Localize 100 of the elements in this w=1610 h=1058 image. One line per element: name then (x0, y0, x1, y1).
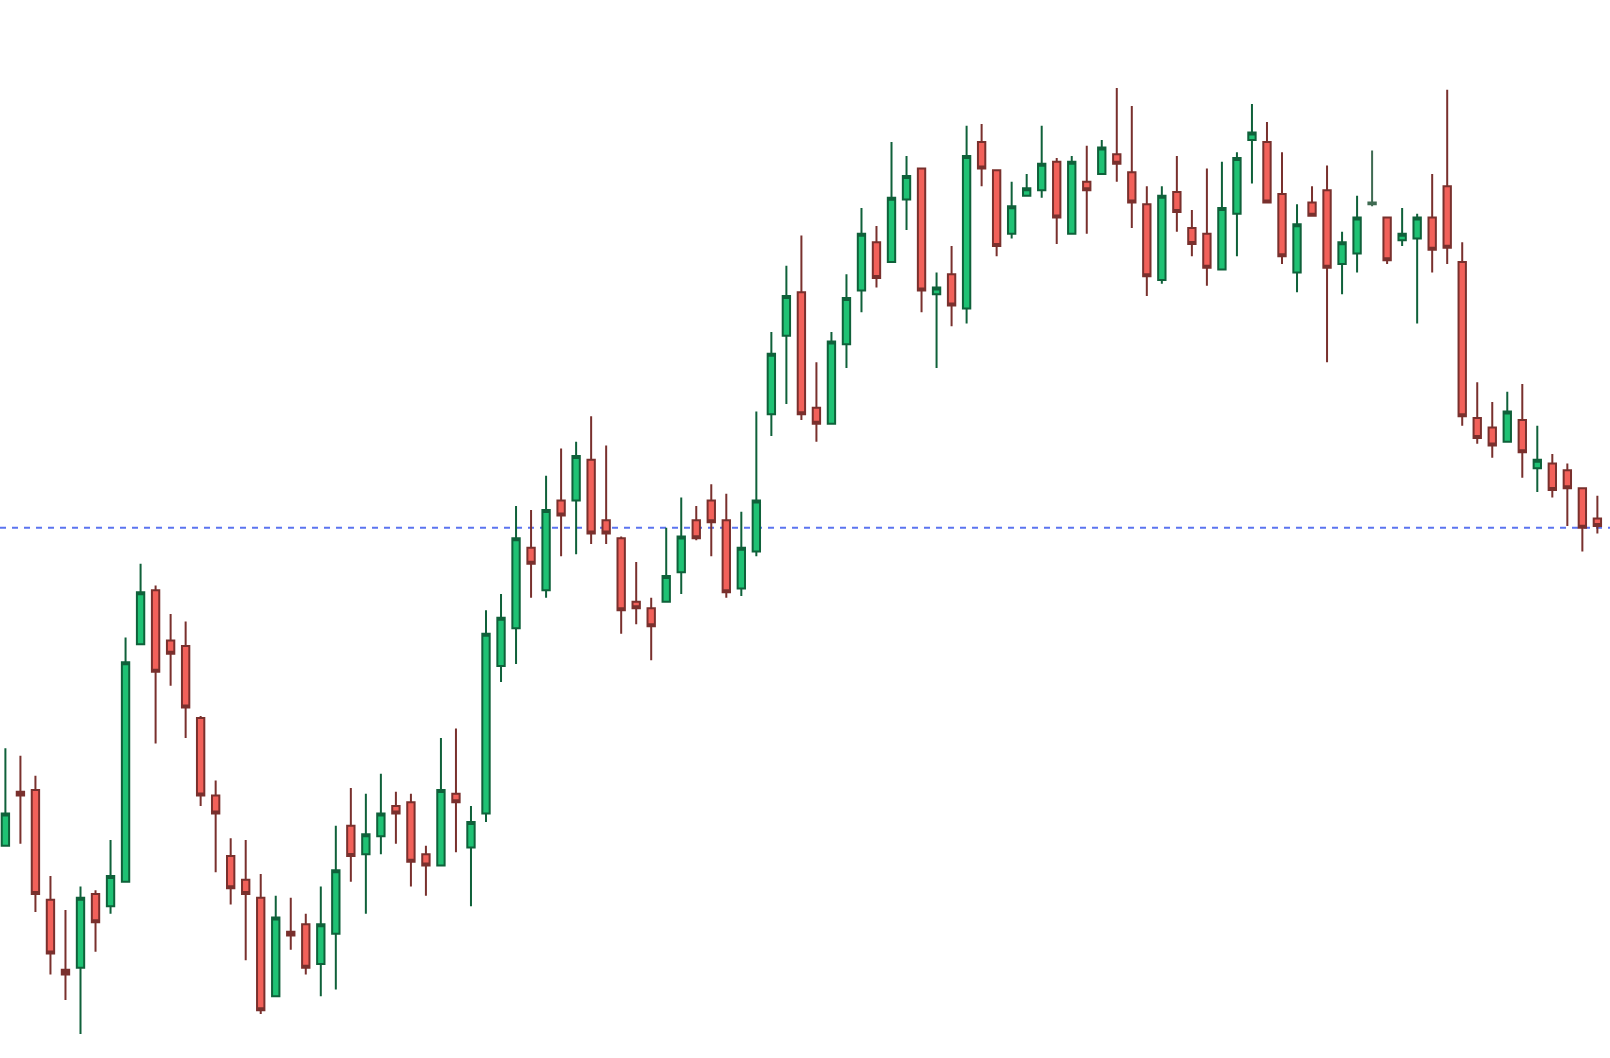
candlestick (871, 225, 882, 289)
candlestick (961, 124, 972, 325)
candlestick (1352, 194, 1362, 274)
candlestick (1592, 494, 1603, 535)
candlestick (150, 584, 161, 745)
candlestick (391, 790, 401, 845)
candlestick (30, 774, 41, 913)
candlestick (601, 444, 611, 545)
candlestick (1382, 216, 1392, 265)
candlestick (1217, 160, 1227, 271)
candlestick (271, 894, 281, 998)
candlestick (1097, 139, 1107, 176)
candlestick (991, 169, 1002, 258)
candlestick (901, 155, 912, 231)
candlestick (1202, 167, 1212, 287)
candlestick (1187, 209, 1197, 258)
candlestick (976, 122, 987, 188)
candlestick (1562, 462, 1573, 527)
candlestick (1037, 124, 1047, 199)
candlestick (1547, 453, 1557, 499)
candlestick (781, 264, 792, 405)
candlestick (1427, 173, 1437, 274)
candlestick (1472, 381, 1482, 445)
candlestick (466, 804, 476, 908)
candlestick (1052, 156, 1062, 246)
candlestick (286, 896, 296, 951)
candlestick (1457, 241, 1467, 427)
candlestick (631, 560, 641, 626)
candlestick (706, 483, 716, 558)
candlestick (75, 885, 86, 1035)
candlestick (1262, 121, 1272, 204)
candlestick (841, 273, 852, 369)
candlestick (0, 747, 11, 847)
candlestick (1082, 144, 1092, 235)
candlestick (496, 593, 506, 684)
candlestick (661, 526, 671, 603)
candlestick (1502, 390, 1512, 443)
candlestick (571, 440, 581, 556)
candlestick (165, 612, 176, 687)
candlestick (120, 636, 131, 883)
candlestick (256, 873, 266, 1016)
candlestick (766, 331, 777, 438)
candlestick (526, 508, 536, 599)
candlestick (616, 535, 626, 635)
candlestick (1367, 149, 1377, 208)
candlestick (1322, 164, 1332, 364)
candlestick (856, 207, 867, 314)
candlestick (1397, 207, 1407, 247)
candlestick (721, 492, 731, 599)
candlestick (931, 271, 942, 369)
candlestick (796, 234, 807, 422)
candlestick (60, 909, 71, 1001)
candlestick (1067, 155, 1077, 235)
candlestick (736, 510, 746, 597)
candlestick (135, 562, 146, 646)
candlestick (751, 410, 762, 558)
candlestick (556, 447, 566, 558)
candlestick (646, 596, 656, 662)
candlestick (1412, 212, 1422, 325)
candlestick (226, 837, 236, 906)
candlestick (481, 609, 491, 824)
candlestick (676, 496, 686, 596)
candlestick (1532, 424, 1542, 493)
candlestick (1487, 401, 1497, 459)
candlestick (15, 754, 26, 845)
candlestick (241, 839, 251, 962)
candlestick (406, 792, 416, 888)
candlestick (376, 772, 386, 856)
candlestick (1232, 151, 1242, 258)
candlestick (361, 792, 371, 915)
candlestick (1142, 185, 1152, 298)
candlestick (1307, 185, 1317, 217)
candlestick (886, 140, 897, 264)
candlestick (90, 889, 101, 953)
candlestick (346, 787, 356, 883)
candlestick (811, 361, 822, 443)
candlestick (1157, 185, 1167, 285)
candlestick (1577, 487, 1588, 553)
candlestick (1022, 173, 1032, 197)
candlestick (541, 474, 551, 599)
candlestick (691, 505, 701, 542)
candlestick (210, 779, 221, 874)
candlestick (301, 912, 311, 976)
candlestick (1277, 151, 1287, 265)
candlestick (1006, 180, 1017, 240)
candlestick (1517, 383, 1527, 479)
candlestick (826, 331, 837, 425)
candlestick (1172, 155, 1182, 233)
candlestick (586, 415, 596, 545)
candlestick (1112, 86, 1122, 183)
candlestick (45, 875, 56, 976)
candlestick (916, 167, 927, 314)
candlestick (1292, 203, 1302, 294)
candlestick (195, 715, 206, 807)
candlestick (1337, 230, 1347, 296)
candlestick (1127, 104, 1137, 229)
candlestick (421, 844, 431, 897)
candlestick (1442, 88, 1452, 265)
candlestick (180, 620, 191, 739)
candlestick (331, 824, 341, 991)
